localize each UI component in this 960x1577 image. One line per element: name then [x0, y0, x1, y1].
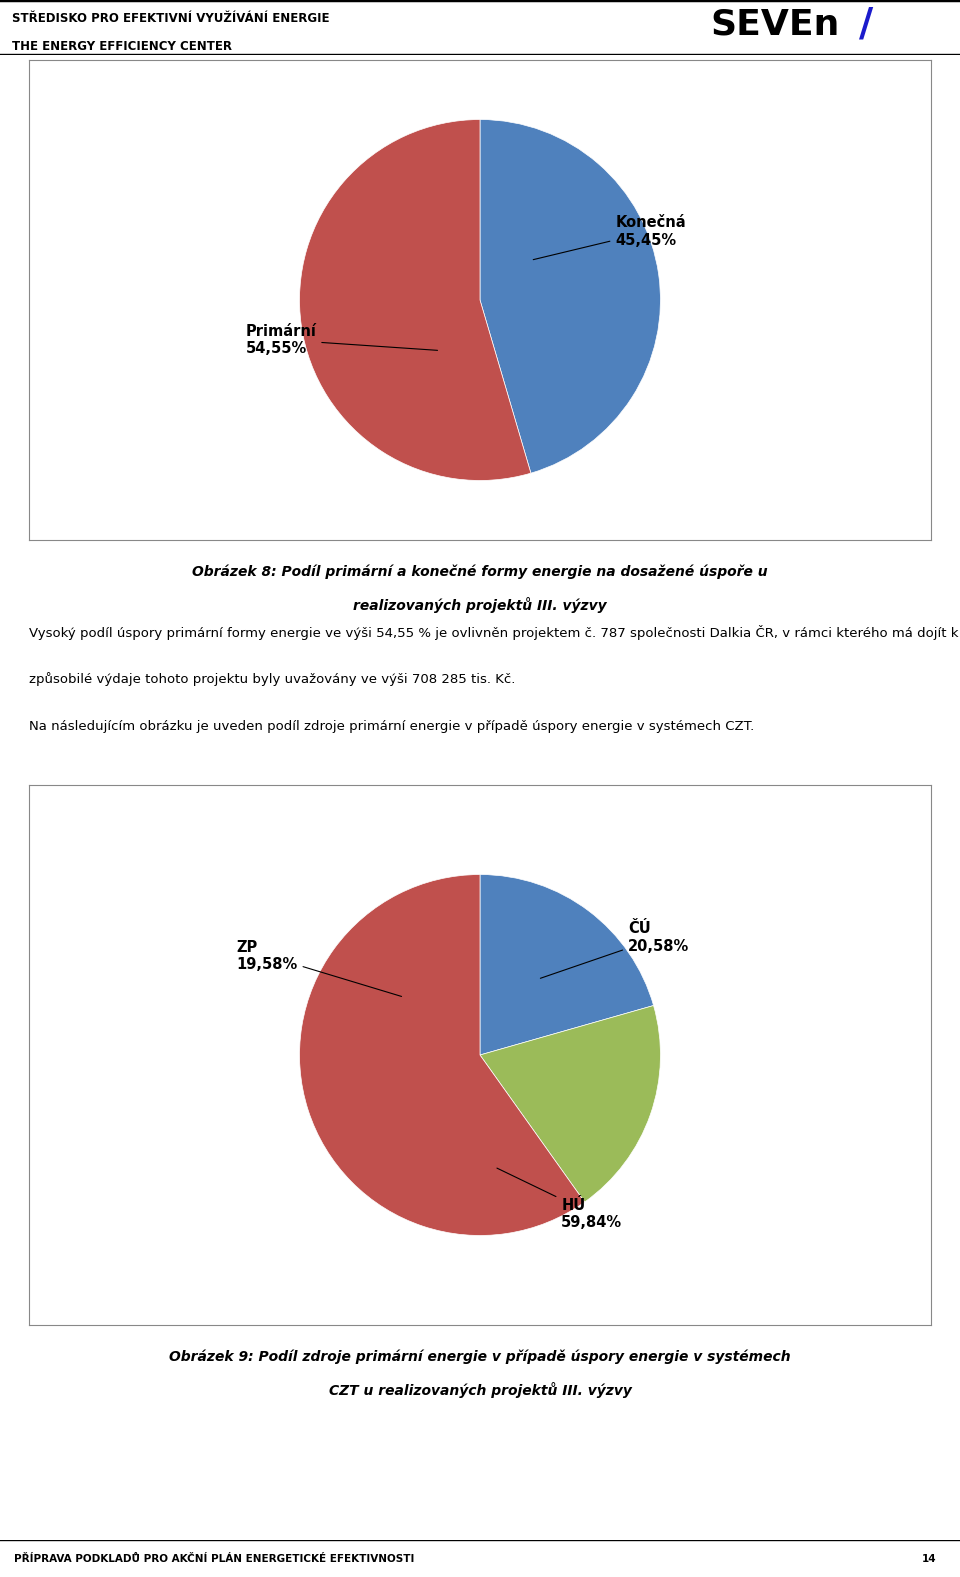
Text: ČÚ
20,58%: ČÚ 20,58%	[540, 921, 689, 978]
Wedge shape	[480, 875, 654, 1055]
Text: Primární
54,55%: Primární 54,55%	[246, 323, 438, 356]
Text: PŘÍPRAVA PODKLADŮ PRO AKČNÍ PLÁN ENERGETICKÉ EFEKTIVNOSTI: PŘÍPRAVA PODKLADŮ PRO AKČNÍ PLÁN ENERGET…	[14, 1553, 415, 1563]
Text: Konečná
45,45%: Konečná 45,45%	[533, 214, 686, 260]
Text: Obrázek 8: Podíl primární a konečné formy energie na dosažené úspoře u: Obrázek 8: Podíl primární a konečné form…	[192, 565, 768, 579]
Text: 14: 14	[922, 1553, 936, 1563]
Text: realizovaných projektů III. výzvy: realizovaných projektů III. výzvy	[353, 598, 607, 613]
Text: ZP
19,58%: ZP 19,58%	[236, 940, 401, 997]
Text: THE ENERGY EFFICIENCY CENTER: THE ENERGY EFFICIENCY CENTER	[12, 39, 231, 52]
Wedge shape	[300, 875, 585, 1235]
Wedge shape	[480, 1006, 660, 1202]
Text: Obrázek 9: Podíl zdroje primární energie v případě úspory energie v systémech: Obrázek 9: Podíl zdroje primární energie…	[169, 1350, 791, 1364]
Text: SEVEn: SEVEn	[710, 8, 840, 41]
Text: /: /	[859, 6, 874, 44]
Wedge shape	[480, 120, 660, 473]
Wedge shape	[300, 120, 531, 481]
Text: CZT u realizovaných projektů III. výzvy: CZT u realizovaných projektů III. výzvy	[328, 1383, 632, 1399]
Text: STŘEDISKO PRO EFEKTIVNÍ VYUŽÍVÁNÍ ENERGIE: STŘEDISKO PRO EFEKTIVNÍ VYUŽÍVÁNÍ ENERGI…	[12, 13, 329, 25]
Text: způsobilé výdaje tohoto projektu byly uvažovány ve výši 708 285 tis. Kč.: způsobilé výdaje tohoto projektu byly uv…	[29, 672, 516, 686]
Text: Na následujícím obrázku je uveden podíl zdroje primární energie v případě úspory: Na následujícím obrázku je uveden podíl …	[29, 721, 754, 733]
Text: HÚ
59,84%: HÚ 59,84%	[497, 1169, 622, 1230]
Text: Vysoký podíl úspory primární formy energie ve výši 54,55 % je ovlivněn projektem: Vysoký podíl úspory primární formy energ…	[29, 624, 960, 640]
